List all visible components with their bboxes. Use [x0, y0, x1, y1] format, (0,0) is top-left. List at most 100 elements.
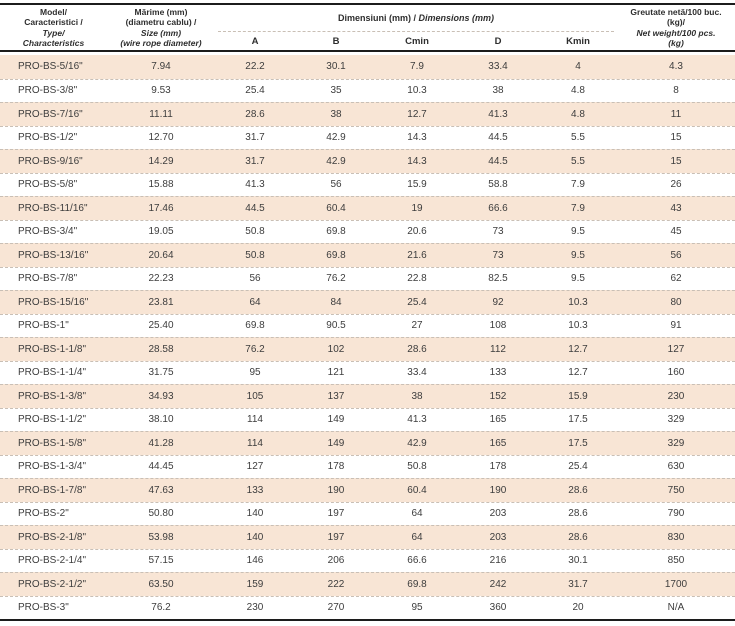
cell-model: PRO-BS-1-3/8" [18, 390, 87, 402]
header-col-d: D [494, 35, 502, 47]
cell-cmin: 22.8 [407, 273, 427, 285]
header-col-kmin: Kmin [566, 35, 590, 47]
table-row: PRO-BS-15/16" 23.81 64 84 25.4 92 10.3 80 [0, 290, 735, 314]
header-size-line-ro2: (diametru cablu) / [125, 17, 197, 27]
cell-weight: 56 [670, 249, 682, 261]
cell-d: 360 [489, 602, 507, 614]
cell-d: 108 [489, 320, 507, 332]
table-row: PRO-BS-5/8" 15.88 41.3 56 15.9 58.8 7.9 26 [0, 172, 735, 197]
cell-b: 90.5 [326, 320, 346, 332]
cell-b: 190 [327, 484, 345, 496]
header-dimensions-group: Dimensiuni (mm) / Dimensions (mm) A B Cm… [215, 5, 617, 50]
cell-b: 30.1 [326, 61, 346, 73]
cell-a: 22.2 [245, 61, 265, 73]
table-row: PRO-BS-3" 76.2 230 270 95 360 20 N/A [0, 595, 735, 620]
cell-kmin: 28.6 [568, 508, 588, 520]
cell-weight: 80 [670, 296, 682, 308]
cell-weight: 127 [667, 343, 685, 355]
cell-b: 60.4 [326, 202, 346, 214]
cell-d: 38 [492, 85, 504, 97]
cell-model: PRO-BS-9/16" [18, 155, 83, 167]
table-row: PRO-BS-1-1/2" 38.10 114 149 41.3 165 17.5 329 [0, 407, 735, 432]
cell-a: 28.6 [245, 108, 265, 120]
cell-b: 76.2 [326, 273, 346, 285]
cell-kmin: 9.5 [571, 273, 585, 285]
table-row: PRO-BS-11/16" 17.46 44.5 60.4 19 66.6 7.9 43 [0, 196, 735, 220]
cell-b: 197 [327, 531, 345, 543]
cell-cmin: 12.7 [407, 108, 427, 120]
table-row: PRO-BS-1/2" 12.70 31.7 42.9 14.3 44.5 5.5 15 [0, 125, 735, 150]
cell-cmin: 21.6 [407, 249, 427, 261]
cell-kmin: 25.4 [568, 461, 588, 473]
cell-model: PRO-BS-1-1/8" [18, 343, 87, 355]
cell-kmin: 7.9 [571, 179, 585, 191]
header-col-b: B [332, 35, 340, 47]
cell-kmin: 9.5 [571, 249, 585, 261]
cell-kmin: 30.1 [568, 555, 588, 567]
cell-cmin: 38 [411, 390, 423, 402]
cell-d: 33.4 [488, 61, 508, 73]
header-weight-line-ro2: (kg)/ [667, 17, 685, 27]
cell-b: 56 [330, 179, 342, 191]
cell-d: 92 [492, 296, 504, 308]
table-row: PRO-BS-2-1/2" 63.50 159 222 69.8 242 31.7 1700 [0, 572, 735, 596]
cell-b: 270 [327, 602, 345, 614]
cell-d: 58.8 [488, 179, 508, 191]
cell-a: 159 [246, 578, 264, 590]
cell-model: PRO-BS-7/8" [18, 273, 78, 285]
cell-a: 44.5 [245, 202, 265, 214]
cell-size: 44.45 [148, 461, 174, 473]
cell-a: 25.4 [245, 85, 265, 97]
cell-b: 222 [327, 578, 345, 590]
cell-cmin: 20.6 [407, 226, 427, 238]
cell-size: 7.94 [151, 61, 171, 73]
cell-a: 140 [246, 531, 264, 543]
table-row: PRO-BS-1-3/4" 44.45 127 178 50.8 178 25.4 630 [0, 454, 735, 479]
table-row: PRO-BS-1-1/4" 31.75 95 121 33.4 133 12.7 160 [0, 360, 735, 385]
header-size-line-en1: Size (mm) [140, 27, 182, 38]
header-model-line-ro1: Model/ [40, 6, 67, 17]
cell-model: PRO-BS-5/16" [18, 61, 83, 73]
cell-model: PRO-BS-1" [18, 320, 69, 332]
cell-model: PRO-BS-15/16" [18, 296, 89, 308]
cell-b: 42.9 [326, 155, 346, 167]
cell-weight: 850 [667, 555, 685, 567]
cell-cmin: 60.4 [407, 484, 427, 496]
cell-b: 69.8 [326, 249, 346, 261]
cell-cmin: 64 [411, 508, 423, 520]
cell-cmin: 7.9 [410, 61, 424, 73]
cell-kmin: 12.7 [568, 343, 588, 355]
cell-weight: 45 [670, 226, 682, 238]
header-model-column: Model/ Caracteristici / Type/ Characteri… [0, 5, 107, 50]
table-row: PRO-BS-7/16" 11.11 28.6 38 12.7 41.3 4.8 11 [0, 102, 735, 126]
cell-weight: 8 [673, 85, 679, 97]
cell-b: 197 [327, 508, 345, 520]
header-weight-line-ro1: Greutate netă/100 buc. [630, 6, 722, 17]
cell-kmin: 5.5 [571, 155, 585, 167]
cell-cmin: 14.3 [407, 155, 427, 167]
header-model-line-en1: Type/ [42, 27, 65, 38]
table-row: PRO-BS-1-1/8" 28.58 76.2 102 28.6 112 12.7 127 [0, 337, 735, 361]
table-row: PRO-BS-1-3/8" 34.93 105 137 38 152 15.9 230 [0, 384, 735, 408]
cell-a: 41.3 [245, 179, 265, 191]
cell-size: 50.80 [148, 508, 174, 520]
dimensions-dashed-divider [218, 31, 614, 32]
cell-a: 114 [247, 437, 263, 449]
header-dimensions-title: Dimensiuni (mm) / Dimensions (mm) [215, 5, 617, 31]
header-model-line-en2: Characteristics [22, 38, 85, 48]
cell-a: 56 [249, 273, 261, 285]
cell-cmin: 14.3 [407, 132, 427, 144]
table-row: PRO-BS-3/4" 19.05 50.8 69.8 20.6 73 9.5 45 [0, 219, 735, 244]
cell-kmin: 5.5 [571, 132, 585, 144]
cell-weight: 630 [667, 461, 685, 473]
cell-kmin: 17.5 [568, 437, 588, 449]
table-header: Model/ Caracteristici / Type/ Characteri… [0, 3, 735, 52]
cell-a: 105 [246, 390, 264, 402]
cell-d: 66.6 [488, 202, 508, 214]
cell-size: 76.2 [151, 602, 171, 614]
cell-a: 76.2 [245, 343, 265, 355]
table-row: PRO-BS-2-1/4" 57.15 146 206 66.6 216 30.1 850 [0, 548, 735, 573]
cell-weight: 160 [667, 367, 685, 379]
cell-a: 127 [246, 461, 264, 473]
table-row: PRO-BS-5/16" 7.94 22.2 30.1 7.9 33.4 4 4.3 [0, 55, 735, 79]
